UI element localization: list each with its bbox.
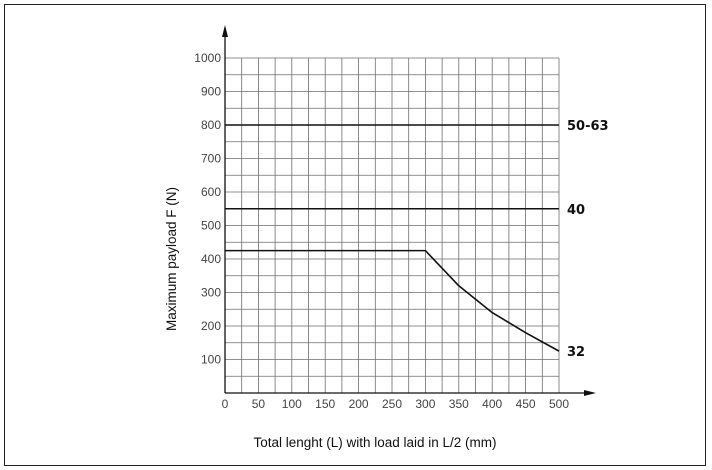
x-tick-label: 150 [315, 397, 335, 411]
x-axis-label: Total lenght (L) with load laid in L/2 (… [253, 435, 496, 450]
series-label: 50-63 [567, 119, 609, 134]
y-tick-label: 100 [201, 353, 221, 367]
axes [222, 25, 596, 396]
x-tick-label: 250 [382, 397, 402, 411]
series-label: 32 [567, 345, 585, 360]
y-tick-label: 1000 [194, 51, 221, 65]
x-tick-label: 0 [222, 397, 229, 411]
grid [225, 57, 560, 393]
chart-frame [4, 4, 706, 466]
y-axis-label: Maximum payload F (N) [164, 187, 179, 331]
x-tick-label: 100 [282, 397, 302, 411]
y-tick-label: 900 [201, 85, 221, 99]
series-lines [225, 124, 560, 352]
x-tick-label: 50 [252, 397, 266, 411]
x-tick-label: 350 [449, 397, 469, 411]
y-tick-label: 400 [201, 252, 221, 266]
x-tick-label: 300 [415, 397, 435, 411]
series-labels: 50-63 40 32 [567, 119, 609, 360]
y-tick-labels: 100 200 300 400 500 600 700 800 900 1000 [194, 51, 221, 367]
x-tick-label: 450 [516, 397, 536, 411]
y-tick-label: 300 [201, 286, 221, 300]
y-axis-arrow [222, 25, 228, 37]
y-tick-label: 800 [201, 118, 221, 132]
y-tick-label: 200 [201, 319, 221, 333]
x-tick-label: 400 [482, 397, 502, 411]
series-label: 40 [567, 203, 585, 218]
y-tick-label: 600 [201, 185, 221, 199]
y-tick-label: 500 [201, 219, 221, 233]
x-tick-label: 500 [549, 397, 569, 411]
y-tick-label: 700 [201, 152, 221, 166]
series-line [225, 249, 560, 352]
x-tick-labels: 0 50 100 150 200 250 300 350 400 450 500 [222, 397, 570, 411]
x-axis-arrow [584, 390, 596, 396]
x-tick-label: 200 [349, 397, 369, 411]
